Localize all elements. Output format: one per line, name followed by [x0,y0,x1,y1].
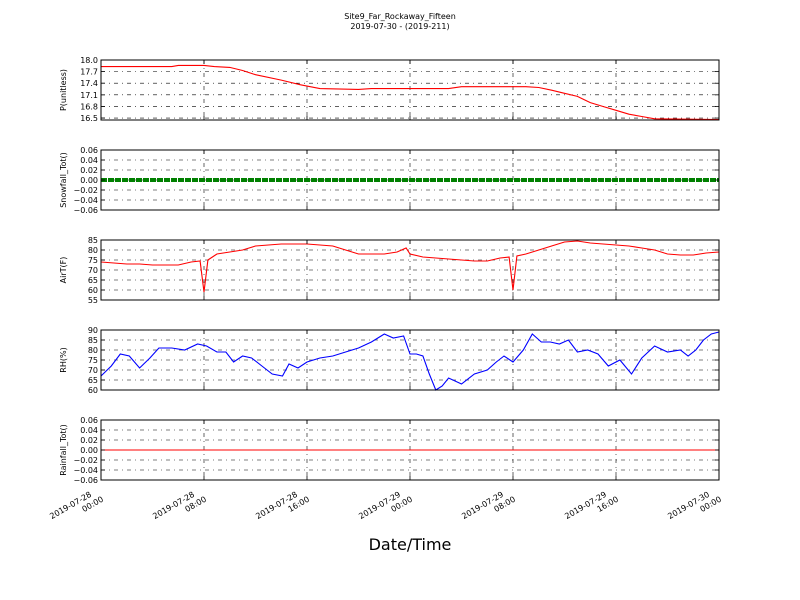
y-tick-label: −0.02 [73,456,98,465]
y-tick-label: 80 [88,246,98,255]
y-tick-label: 17.4 [80,79,98,88]
y-tick-label: 60 [88,386,98,395]
y-tick-label: 85 [88,236,98,245]
y-tick-label: 16.8 [80,102,98,111]
y-tick-label: 0.02 [80,436,98,445]
y-axis-label: P(unitless) [59,69,68,111]
y-tick-label: −0.04 [73,196,98,205]
y-tick-label: 75 [88,256,98,265]
y-tick-label: 55 [88,296,98,305]
y-axis-label: Rainfall_Tot() [59,424,68,476]
y-tick-label: 85 [88,336,98,345]
x-tick-label: 2019-07-2900:00 [357,486,414,530]
y-tick-label: 17.1 [80,91,98,100]
y-axis-label: AirT(F) [59,257,68,284]
y-tick-label: 17.7 [80,68,98,77]
y-tick-label: 65 [88,276,98,285]
x-tick-label: 2019-07-2916:00 [563,486,620,530]
y-axis-label: Snowfall_Tot() [59,152,68,208]
y-tick-label: 0.00 [80,446,98,455]
panel-2: 0.060.040.020.00−0.02−0.04−0.06 Snowfall_… [59,146,720,215]
x-tick-label: 2019-07-2800:00 [48,486,105,530]
x-tick-label: 2019-07-2808:00 [151,486,208,530]
y-tick-label: 65 [88,376,98,385]
series-line [100,331,720,391]
y-tick-label: 80 [88,346,98,355]
y-tick-label: 60 [88,286,98,295]
y-tick-label: 70 [88,266,98,275]
y-tick-label: 70 [88,366,98,375]
chart-subtitle: 2019-07-30 - (2019-211) [350,22,449,31]
y-tick-label: −0.06 [73,206,98,215]
y-tick-label: 0.06 [80,416,98,425]
x-tick-label: 2019-07-2816:00 [254,486,311,530]
y-tick-label: 16.5 [80,114,98,123]
panel-5: 0.060.040.020.00−0.02−0.04−0.06 Rainfall_… [59,416,720,485]
y-tick-label: 0.04 [80,426,98,435]
series-line [101,64,720,121]
y-tick-label: 18.0 [80,56,98,65]
series-line [100,240,720,293]
y-tick-label: −0.06 [73,476,98,485]
y-tick-label: 0.00 [80,176,98,185]
x-tick-label: 2019-07-3000:00 [666,486,723,530]
y-tick-label: −0.04 [73,466,98,475]
y-tick-label: 0.06 [80,146,98,155]
y-tick-label: 0.04 [80,156,98,165]
chart-title: Site9_Far_Rockaway_Fifteen [344,12,456,21]
y-tick-label: 75 [88,356,98,365]
x-axis-label: Date/Time [369,535,452,554]
y-axis-label: RH(%) [59,347,68,372]
x-tick-label: 2019-07-2908:00 [460,486,517,530]
panel-1: 18.0 17.7 17.4 17.1 16.8 16.5 P(unitless) [59,56,720,123]
y-tick-label: −0.02 [73,186,98,195]
y-tick-label: 90 [88,326,98,335]
y-tick-label: 0.02 [80,166,98,175]
